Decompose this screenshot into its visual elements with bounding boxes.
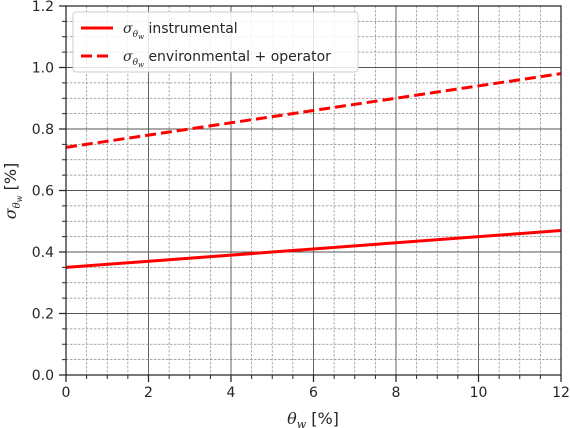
x-tick-label: 0 — [62, 385, 71, 401]
x-tick-label: 12 — [552, 385, 570, 401]
legend: σθw instrumental σθw environmental + ope… — [72, 11, 359, 73]
y-tick-label: 0.0 — [32, 368, 54, 384]
y-axis-label: σθw [%] — [1, 163, 24, 220]
series-line-instrumental — [65, 229, 562, 269]
y-tick-label: 0.4 — [32, 245, 54, 261]
x-tick-label: 8 — [392, 385, 401, 401]
y-tick-label: 0.6 — [32, 184, 54, 200]
y-tick-label: 1.2 — [32, 0, 54, 15]
x-tick-label: 2 — [144, 385, 153, 401]
legend-box — [72, 11, 359, 73]
legend-label-environmental-operator: σθw environmental + operator — [123, 49, 331, 69]
x-tick-label: 6 — [309, 385, 318, 401]
tick-labels: 0 2 4 6 8 10 12 0.0 0.2 0.4 0.6 0.8 1.0 1.2 — [32, 0, 570, 401]
ticks-layer — [59, 5, 562, 382]
legend-item-environmental-operator: σθw environmental + operator — [81, 49, 331, 69]
series-line-environmental-operator — [65, 72, 562, 149]
legend-label-instrumental: σθw instrumental — [123, 21, 238, 41]
legend-item-instrumental: σθw instrumental — [81, 21, 238, 41]
y-tick-label: 0.8 — [32, 122, 54, 138]
y-tick-label: 1.0 — [32, 61, 54, 77]
x-tick-label: 4 — [227, 385, 236, 401]
x-axis-label: θw [%] — [287, 409, 339, 428]
x-tick-label: 10 — [470, 385, 488, 401]
y-tick-label: 0.2 — [32, 307, 54, 323]
series-layer — [65, 72, 562, 269]
